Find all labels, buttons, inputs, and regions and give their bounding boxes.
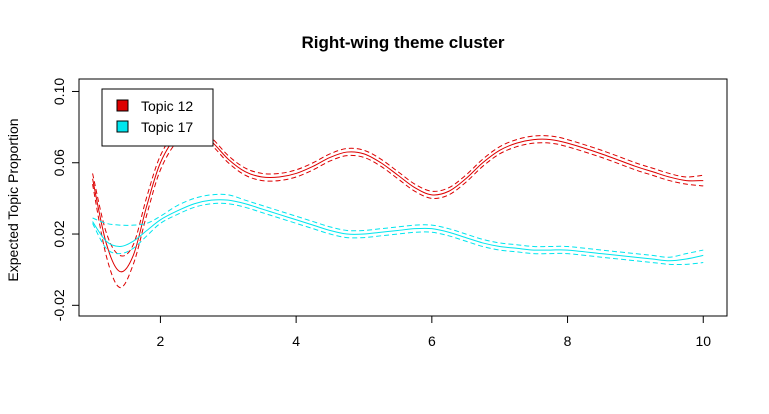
legend-swatch	[116, 99, 129, 112]
x-tick-label: 10	[695, 333, 711, 349]
legend: Topic 12 Topic 17	[101, 88, 214, 147]
x-tick-label: 6	[428, 333, 436, 349]
series-topic-17	[92, 193, 704, 266]
y-tick-label: 0.10	[51, 78, 67, 105]
x-tick-label: 2	[157, 333, 165, 349]
x-axis: 2 4 6 8 10	[157, 315, 711, 349]
legend-label: Topic 12	[141, 98, 193, 114]
y-axis-label: Expected Topic Proportion	[5, 118, 21, 281]
x-tick-label: 4	[292, 333, 300, 349]
x-tick-label: 8	[564, 333, 572, 349]
legend-box	[101, 88, 214, 147]
chart-title: Right-wing theme cluster	[301, 33, 504, 52]
y-axis: -0.02 0.02 0.06 0.10	[51, 78, 80, 321]
series-lower-bound-line	[92, 133, 704, 288]
legend-swatch	[116, 120, 129, 133]
y-tick-label: 0.02	[51, 220, 67, 247]
series-lower-bound-line	[92, 202, 704, 266]
series-mean-line	[92, 199, 704, 262]
y-tick-label: 0.06	[51, 149, 67, 176]
y-tick-label: -0.02	[51, 289, 67, 321]
legend-label: Topic 17	[141, 119, 193, 135]
series-upper-bound-line	[92, 193, 704, 258]
